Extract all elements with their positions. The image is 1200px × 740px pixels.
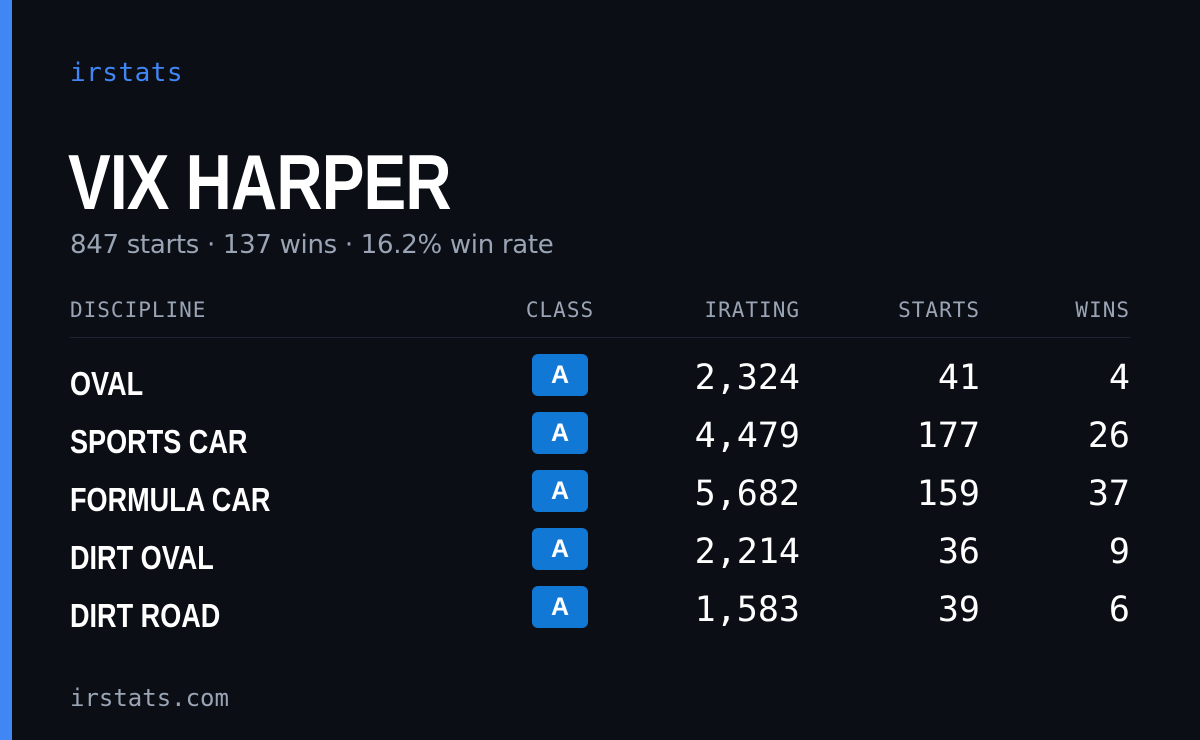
footer-url: irstats.com — [70, 684, 229, 712]
wins-value: 9 — [1108, 532, 1130, 572]
accent-bar — [0, 0, 12, 740]
starts-value: 159 — [916, 474, 980, 514]
class-badge: A — [532, 528, 588, 570]
discipline-name: DIRT OVAL — [70, 539, 214, 576]
wins-value: 26 — [1087, 416, 1130, 456]
header-divider — [70, 337, 1130, 338]
stats-table: OVAL A 2,324 41 4 SPORTS CAR A 4,479 177… — [70, 350, 1130, 640]
wins-value: 6 — [1108, 590, 1130, 630]
header-irating: IRATING — [704, 298, 800, 322]
wins-value: 37 — [1087, 474, 1130, 514]
irating-value: 5,682 — [694, 474, 800, 514]
table-row: DIRT OVAL A 2,214 36 9 — [70, 524, 1130, 582]
irating-value: 1,583 — [694, 590, 800, 630]
discipline-name: SPORTS CAR — [70, 423, 248, 460]
table-header: DISCIPLINE CLASS IRATING STARTS WINS — [70, 298, 1130, 328]
table-row: OVAL A 2,324 41 4 — [70, 350, 1130, 408]
starts-value: 39 — [937, 590, 980, 630]
header-class: CLASS — [525, 298, 595, 322]
class-badge: A — [532, 470, 588, 512]
class-badge: A — [532, 412, 588, 454]
header-starts: STARTS — [898, 298, 980, 322]
discipline-name: DIRT ROAD — [70, 597, 221, 634]
discipline-name: FORMULA CAR — [70, 481, 271, 518]
header-wins: WINS — [1075, 298, 1130, 322]
driver-summary: 847 starts · 137 wins · 16.2% win rate — [70, 230, 554, 260]
starts-value: 36 — [937, 532, 980, 572]
starts-value: 41 — [937, 358, 980, 398]
irating-value: 2,324 — [694, 358, 800, 398]
irating-value: 4,479 — [694, 416, 800, 456]
starts-value: 177 — [916, 416, 980, 456]
class-badge: A — [532, 354, 588, 396]
brand-logo: irstats — [70, 58, 184, 88]
class-badge: A — [532, 586, 588, 628]
table-row: FORMULA CAR A 5,682 159 37 — [70, 466, 1130, 524]
discipline-name: OVAL — [70, 365, 144, 402]
driver-name: VIX HARPER — [68, 138, 452, 226]
irating-value: 2,214 — [694, 532, 800, 572]
table-row: DIRT ROAD A 1,583 39 6 — [70, 582, 1130, 640]
table-row: SPORTS CAR A 4,479 177 26 — [70, 408, 1130, 466]
header-discipline: DISCIPLINE — [70, 298, 207, 322]
wins-value: 4 — [1108, 358, 1130, 398]
